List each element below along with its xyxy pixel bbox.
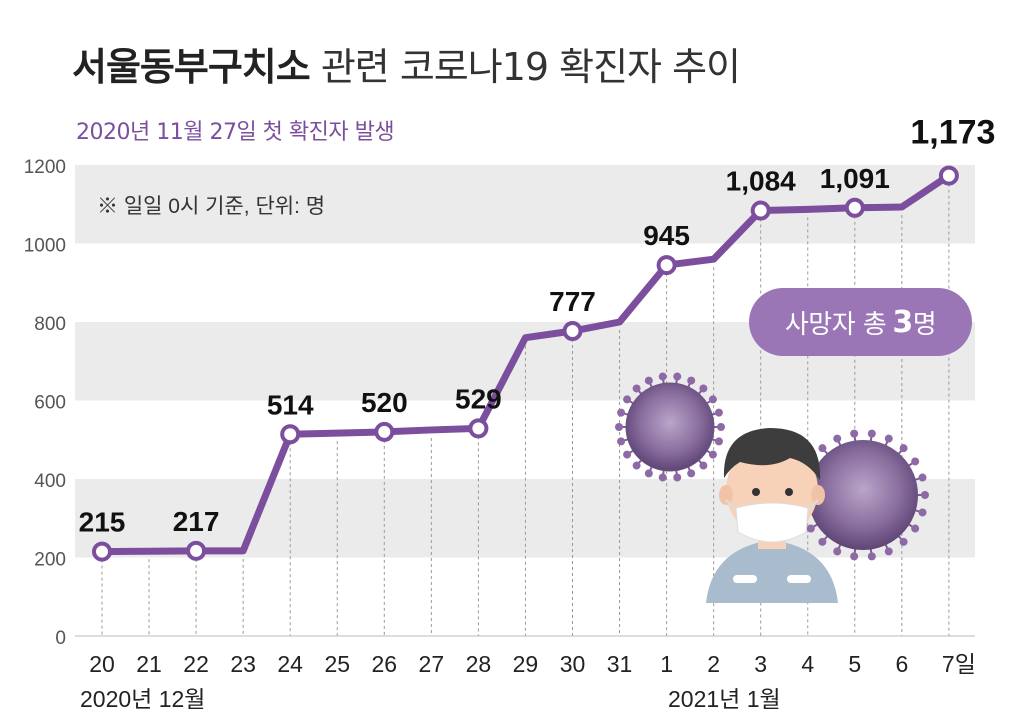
x-tick-label: 30 xyxy=(560,651,586,677)
x-tick-label: 22 xyxy=(183,651,209,677)
y-tick-label: 0 xyxy=(55,628,66,649)
data-point xyxy=(468,418,489,439)
x-tick-label: 6 xyxy=(895,651,908,677)
x-tick-label: 3 xyxy=(754,651,767,677)
page-title: 서울동부구치소 관련 코로나19 확진자 추이 xyxy=(72,36,741,91)
x-tick-label: 2 xyxy=(707,651,720,677)
data-label: 1,091 xyxy=(820,163,890,194)
data-point xyxy=(844,197,865,218)
x-tick-label: 26 xyxy=(372,651,398,677)
data-point xyxy=(750,200,771,221)
y-tick-label: 600 xyxy=(34,393,66,414)
series-line xyxy=(98,172,953,556)
data-label: 529 xyxy=(455,383,502,414)
data-point xyxy=(656,255,677,276)
coronavirus-icon xyxy=(615,372,725,482)
data-label: 215 xyxy=(79,507,126,538)
x-tick-label: 5 xyxy=(848,651,861,677)
x-tick-label: 25 xyxy=(324,651,350,677)
subtitle: 2020년 11월 27일 첫 확진자 발생 xyxy=(76,120,395,145)
data-label: 514 xyxy=(267,389,314,420)
month-label-jan: 2021년 1월 xyxy=(668,686,781,712)
x-tick-label: 24 xyxy=(277,651,303,677)
data-label: 520 xyxy=(361,387,408,418)
y-tick-label: 1000 xyxy=(24,236,66,257)
data-label: 217 xyxy=(173,506,220,537)
x-tick-label: 28 xyxy=(466,651,492,677)
masked-person-icon xyxy=(706,428,838,603)
data-label: 1,173 xyxy=(910,114,995,152)
data-label: 1,084 xyxy=(726,166,796,197)
x-tick-label: 4 xyxy=(801,651,814,677)
title-bold: 서울동부구치소 xyxy=(72,45,311,89)
month-label-dec: 2020년 12월 xyxy=(80,686,205,712)
unit-note: ※ 일일 0시 기준, 단위: 명 xyxy=(97,195,325,218)
data-point xyxy=(280,424,301,445)
deaths-suffix: 명 xyxy=(912,309,937,340)
x-tick-label: 21 xyxy=(136,651,162,677)
x-tick-label: 27 xyxy=(419,651,445,677)
title-rest: 관련 코로나19 확진자 추이 xyxy=(320,45,741,89)
y-tick-label: 800 xyxy=(34,314,66,335)
x-tick-label: 31 xyxy=(607,651,633,677)
x-tick-label: 20 xyxy=(89,651,115,677)
data-point xyxy=(374,421,395,442)
y-tick-label: 1200 xyxy=(24,157,66,178)
data-point xyxy=(562,321,583,342)
data-point xyxy=(92,541,112,562)
x-tick-label: 7일 xyxy=(942,651,976,677)
x-tick-label: 1 xyxy=(660,651,673,677)
x-tick-label: 29 xyxy=(513,651,539,677)
y-tick-label: 200 xyxy=(34,550,66,571)
data-label: 777 xyxy=(549,286,596,317)
deaths-prefix: 사망자 총 xyxy=(784,309,887,340)
data-label: 945 xyxy=(643,220,690,251)
grid-band xyxy=(75,165,975,244)
y-tick-label: 400 xyxy=(34,471,66,492)
data-point xyxy=(938,165,959,186)
x-tick-label: 23 xyxy=(230,651,256,677)
data-point xyxy=(186,540,207,561)
deaths-count: 3 xyxy=(892,304,913,340)
